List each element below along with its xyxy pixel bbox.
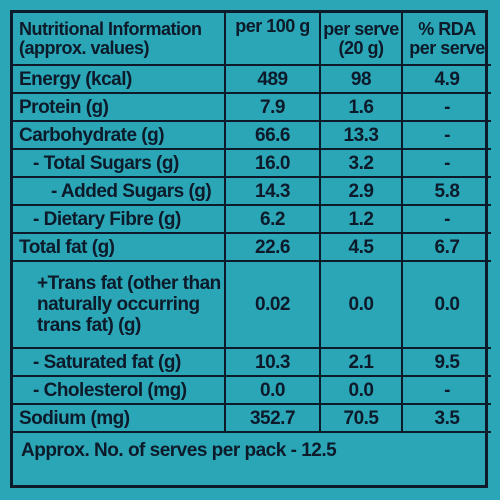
table-row: Protein (g) 7.9 1.6 -	[13, 92, 491, 122]
table-row: - Cholesterol (mg) 0.0 0.0 -	[13, 375, 491, 405]
row-per100: 10.3	[224, 347, 321, 377]
header-per-100g: per 100 g	[224, 13, 321, 66]
table-row: +Trans fat (other than naturally occurri…	[13, 260, 491, 349]
row-label: Total fat (g)	[13, 232, 226, 262]
row-rda: 9.5	[401, 347, 491, 377]
table-row: - Total Sugars (g) 16.0 3.2 -	[13, 148, 491, 178]
row-per-serve: 13.3	[319, 120, 403, 150]
row-rda: -	[401, 375, 491, 405]
row-per-serve: 4.5	[319, 232, 403, 262]
row-per100: 16.0	[224, 148, 321, 178]
nutrition-table: Nutritional Information (approx. values)…	[13, 13, 491, 467]
row-label: - Dietary Fibre (g)	[13, 204, 226, 234]
row-label: - Added Sugars (g)	[13, 176, 226, 206]
row-per-serve: 0.0	[319, 260, 403, 349]
row-label: - Saturated fat (g)	[13, 347, 226, 377]
row-rda: -	[401, 92, 491, 122]
row-label: Protein (g)	[13, 92, 226, 122]
table-row: - Added Sugars (g) 14.3 2.9 5.8	[13, 176, 491, 206]
row-label: +Trans fat (other than naturally occurri…	[13, 260, 226, 349]
row-rda: 5.8	[401, 176, 491, 206]
row-per-serve: 70.5	[319, 403, 403, 433]
row-per-serve: 1.2	[319, 204, 403, 234]
table-row: Sodium (mg) 352.7 70.5 3.5	[13, 403, 491, 433]
row-per100: 352.7	[224, 403, 321, 433]
row-rda: 3.5	[401, 403, 491, 433]
row-per-serve: 2.9	[319, 176, 403, 206]
row-rda: 0.0	[401, 260, 491, 349]
table-row: Energy (kcal) 489 98 4.9	[13, 64, 491, 94]
row-per100: 7.9	[224, 92, 321, 122]
table-row: Total fat (g) 22.6 4.5 6.7	[13, 232, 491, 262]
row-per-serve: 98	[319, 64, 403, 94]
row-per-serve: 3.2	[319, 148, 403, 178]
row-rda: -	[401, 148, 491, 178]
row-rda: 4.9	[401, 64, 491, 94]
row-per100: 0.0	[224, 375, 321, 405]
row-per-serve: 2.1	[319, 347, 403, 377]
row-per100: 22.6	[224, 232, 321, 262]
row-rda: 6.7	[401, 232, 491, 262]
table-row: - Saturated fat (g) 10.3 2.1 9.5	[13, 347, 491, 377]
row-per-serve: 1.6	[319, 92, 403, 122]
row-per100: 6.2	[224, 204, 321, 234]
footer-row: Approx. No. of serves per pack - 12.5	[13, 431, 491, 467]
row-per100: 0.02	[224, 260, 321, 349]
row-label: Carbohydrate (g)	[13, 120, 226, 150]
header-per-serve: per serve (20 g)	[319, 13, 403, 66]
row-label: - Total Sugars (g)	[13, 148, 226, 178]
row-label: - Cholesterol (mg)	[13, 375, 226, 405]
table-row: Carbohydrate (g) 66.6 13.3 -	[13, 120, 491, 150]
row-rda: -	[401, 204, 491, 234]
header-nutrient: Nutritional Information (approx. values)	[13, 13, 226, 66]
row-rda: -	[401, 120, 491, 150]
row-label: Sodium (mg)	[13, 403, 226, 433]
row-label: Energy (kcal)	[13, 64, 226, 94]
header-row: Nutritional Information (approx. values)…	[13, 13, 491, 66]
header-rda: % RDA per serve	[401, 13, 491, 66]
row-per100: 489	[224, 64, 321, 94]
row-per100: 66.6	[224, 120, 321, 150]
serves-per-pack: Approx. No. of serves per pack - 12.5	[13, 431, 491, 467]
row-per-serve: 0.0	[319, 375, 403, 405]
table-row: - Dietary Fibre (g) 6.2 1.2 -	[13, 204, 491, 234]
nutrition-panel: Nutritional Information (approx. values)…	[10, 10, 491, 488]
row-per100: 14.3	[224, 176, 321, 206]
